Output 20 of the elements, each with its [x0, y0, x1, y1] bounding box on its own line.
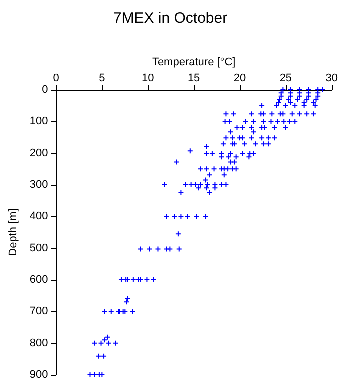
y-tick-label: 100: [30, 116, 48, 128]
y-tick-label: 500: [30, 242, 48, 254]
y-axis-title: Depth [m]: [8, 208, 20, 256]
chart-title: 7MEX in October: [113, 10, 228, 27]
y-tick-label: 800: [30, 337, 48, 350]
y-tick-label: 200: [30, 147, 48, 160]
x-axis-title: Temperature [°C]: [152, 56, 236, 68]
x-tick-label: 30: [326, 72, 338, 84]
y-tick-label: 0: [42, 84, 48, 96]
x-tick-label: 5: [99, 72, 106, 84]
x-tick-label: 20: [234, 72, 246, 84]
y-tick-label: 900: [30, 369, 48, 381]
y-tick-label: 300: [30, 179, 48, 191]
y-tick-label: 700: [30, 306, 48, 318]
x-tick-label: 25: [280, 72, 292, 84]
x-tick-label: 15: [188, 72, 200, 84]
y-tick-label: 400: [30, 210, 48, 223]
y-tick-label: 600: [30, 274, 48, 286]
x-tick-label: 10: [142, 72, 154, 84]
x-tick-label: 0: [53, 72, 60, 84]
